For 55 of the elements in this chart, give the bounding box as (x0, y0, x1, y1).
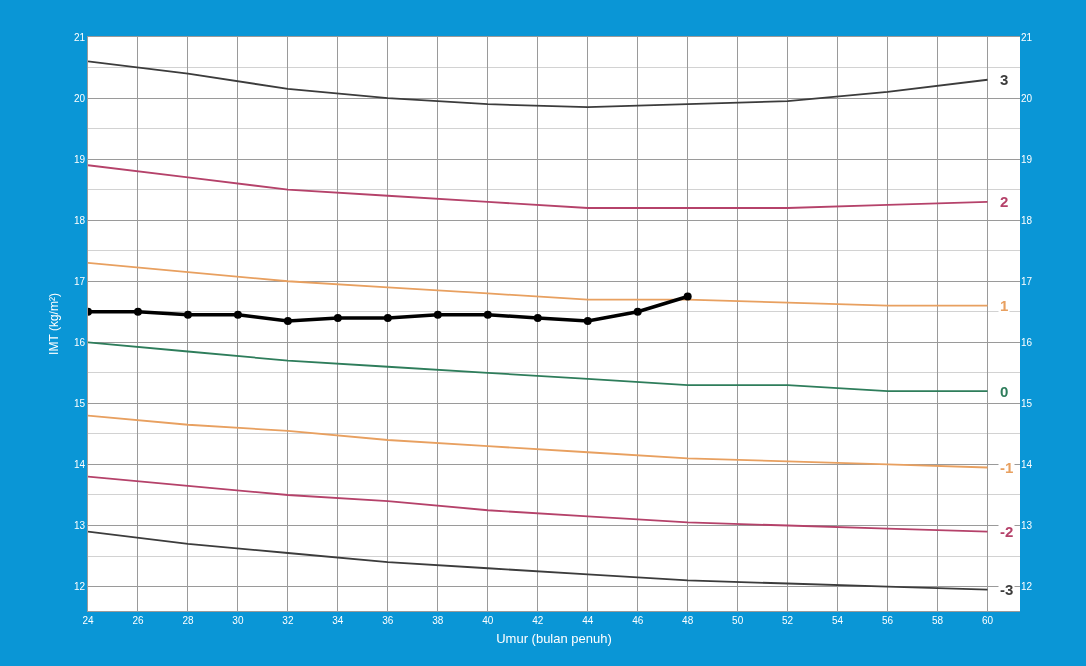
y-tick-label: 21 (73, 31, 86, 43)
y2-tick-label: 14 (1021, 458, 1033, 470)
x-tick-label: 50 (732, 615, 744, 626)
x-tick-label: 40 (482, 615, 494, 626)
x-tick-label: 30 (232, 615, 244, 626)
x-tick-label: 34 (332, 615, 344, 626)
line-series (88, 414, 989, 469)
y-tick-label: 14 (73, 458, 86, 470)
x-axis-title: Umur (bulan penuh) (496, 630, 612, 646)
y-tick-label: 12 (73, 581, 86, 593)
x-tick-label: 48 (682, 615, 694, 626)
x-tick-label: 42 (532, 615, 544, 626)
line-series (88, 262, 989, 307)
y2-tick-label: 13 (1021, 520, 1033, 532)
x-tick-label: 60 (981, 615, 994, 626)
x-tick-label: 44 (582, 615, 594, 626)
x-tick-label: 32 (282, 615, 294, 626)
line-series (88, 341, 989, 393)
x-tick-label: 46 (632, 615, 644, 626)
series-label: -2 (1000, 523, 1014, 540)
x-tick-label: 26 (132, 615, 144, 626)
x-tick-label: 52 (782, 615, 794, 626)
x-tick-label: 58 (931, 615, 944, 626)
y2-tick-label: 15 (1021, 397, 1033, 409)
y2-tick-label: 18 (1021, 214, 1033, 226)
y2-tick-label: 19 (1021, 153, 1033, 165)
y2-tick-label: 20 (1021, 92, 1033, 104)
line-series (88, 164, 989, 209)
y-tick-label: 15 (73, 397, 86, 409)
y2-tick-label: 16 (1021, 336, 1033, 348)
x-tick-label: 56 (882, 615, 894, 626)
y2-tick-label: 12 (1021, 581, 1033, 593)
line-series (88, 530, 989, 591)
series-label: 2 (1000, 193, 1009, 210)
y-tick-label: 17 (73, 275, 86, 287)
series-label: -3 (1000, 581, 1014, 598)
x-tick-label: 28 (182, 615, 194, 626)
y-axis-title: IMT (kg/m²) (47, 293, 62, 355)
line-series (88, 475, 989, 533)
x-tick-label: 24 (82, 615, 94, 626)
series-label: -1 (1000, 459, 1014, 476)
x-tick-label: 54 (832, 615, 844, 626)
y-tick-label: 13 (73, 520, 86, 532)
y2-tick-label: 17 (1021, 275, 1033, 287)
x-tick-label: 38 (432, 615, 444, 626)
line-series (88, 60, 989, 109)
y2-tick-label: 21 (1021, 31, 1033, 43)
x-tick-label: 36 (382, 615, 394, 626)
series-label: 1 (1000, 297, 1009, 314)
y-tick-label: 18 (73, 214, 86, 226)
y-tick-label: 20 (73, 92, 86, 104)
y-tick-label: 16 (73, 336, 86, 348)
series-label: 0 (1000, 383, 1009, 400)
y-tick-label: 19 (73, 153, 86, 165)
series-label: 3 (1000, 71, 1009, 88)
